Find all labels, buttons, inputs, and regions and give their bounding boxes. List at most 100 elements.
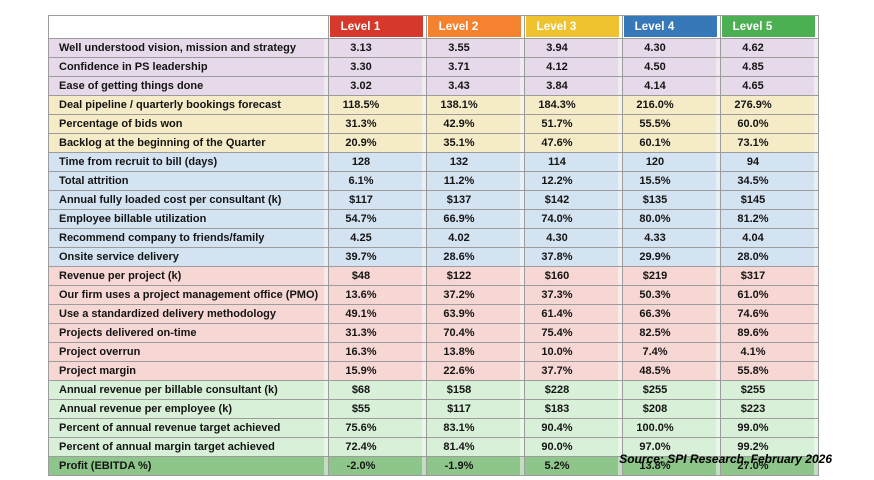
- value-cell: $183: [524, 399, 623, 419]
- table-row: Total attrition 6.1% 11.2% 12.2% 15.5% 34.5%: [48, 171, 819, 191]
- row-label-cell: Annual revenue per billable consultant (…: [48, 380, 329, 400]
- table-row: Ease of getting things done 3.02 3.43 3.84 4…: [48, 76, 819, 96]
- value-cell: 60.1%: [622, 133, 721, 153]
- value-cell: 73.1%: [720, 133, 819, 153]
- value-cell: 22.6%: [426, 361, 525, 381]
- value-cell: 50.3%: [622, 285, 721, 305]
- level-header-chip: Level 3: [526, 16, 619, 37]
- value-cell: 4.12: [524, 57, 623, 77]
- level-header-cell: Level 3: [524, 15, 623, 39]
- row-label-cell: Employee billable utilization: [48, 209, 329, 229]
- value-cell: 81.2%: [720, 209, 819, 229]
- value-cell: 216.0%: [622, 95, 721, 115]
- value-cell: $158: [426, 380, 525, 400]
- value-cell: -2.0%: [328, 456, 427, 476]
- corner-cell: [48, 15, 329, 39]
- value-cell: 3.30: [328, 57, 427, 77]
- value-cell: 48.5%: [622, 361, 721, 381]
- value-cell: $219: [622, 266, 721, 286]
- value-cell: 4.62: [720, 38, 819, 58]
- table-row: Projects delivered on-time 31.3% 70.4% 75.4…: [48, 323, 819, 343]
- value-cell: 3.71: [426, 57, 525, 77]
- value-cell: 3.43: [426, 76, 525, 96]
- value-cell: 13.8%: [622, 456, 721, 476]
- row-label-cell: Percent of annual margin target achieved: [48, 437, 329, 457]
- value-cell: 6.1%: [328, 171, 427, 191]
- value-cell: 89.6%: [720, 323, 819, 343]
- value-cell: $117: [328, 190, 427, 210]
- level-header-cell: Level 4: [622, 15, 721, 39]
- value-cell: 82.5%: [622, 323, 721, 343]
- row-label-cell: Confidence in PS leadership: [48, 57, 329, 77]
- table-row: Annual fully loaded cost per consultant …: [48, 190, 819, 210]
- value-cell: 28.6%: [426, 247, 525, 267]
- value-cell: 81.4%: [426, 437, 525, 457]
- row-label-cell: Project margin: [48, 361, 329, 381]
- value-cell: 34.5%: [720, 171, 819, 191]
- value-cell: 16.3%: [328, 342, 427, 362]
- value-cell: 4.50: [622, 57, 721, 77]
- row-label-cell: Time from recruit to bill (days): [48, 152, 329, 172]
- row-label-cell: Percent of annual revenue target achieve…: [48, 418, 329, 438]
- value-cell: $55: [328, 399, 427, 419]
- value-cell: 4.02: [426, 228, 525, 248]
- value-cell: 5.2%: [524, 456, 623, 476]
- value-cell: $317: [720, 266, 819, 286]
- value-cell: 3.84: [524, 76, 623, 96]
- value-cell: $142: [524, 190, 623, 210]
- value-cell: 47.6%: [524, 133, 623, 153]
- row-label-cell: Deal pipeline / quarterly bookings forec…: [48, 95, 329, 115]
- table-row: Use a standardized delivery methodology 4…: [48, 304, 819, 324]
- row-label-cell: Projects delivered on-time: [48, 323, 329, 343]
- value-cell: 4.25: [328, 228, 427, 248]
- value-cell: 100.0%: [622, 418, 721, 438]
- value-cell: 3.02: [328, 76, 427, 96]
- value-cell: 11.2%: [426, 171, 525, 191]
- row-label-cell: Profit (EBITDA %): [48, 456, 329, 476]
- table-row: Backlog at the beginning of the Quarter 2…: [48, 133, 819, 153]
- value-cell: 29.9%: [622, 247, 721, 267]
- value-cell: 128: [328, 152, 427, 172]
- maturity-benchmark-table: Level 1 Level 2 Level 3 Level 4 Level 5 Well…: [48, 15, 819, 476]
- table-row: Recommend company to friends/family 4.25 4…: [48, 228, 819, 248]
- value-cell: 94: [720, 152, 819, 172]
- source-note: Source: SPI Research, February 2026: [619, 452, 832, 466]
- value-cell: 55.8%: [720, 361, 819, 381]
- table-row: Percent of annual margin target achieved…: [48, 437, 819, 457]
- value-cell: 4.30: [524, 228, 623, 248]
- value-cell: 120: [622, 152, 721, 172]
- row-label-cell: Recommend company to friends/family: [48, 228, 329, 248]
- value-cell: 97.0%: [622, 437, 721, 457]
- value-cell: 138.1%: [426, 95, 525, 115]
- value-cell: 37.8%: [524, 247, 623, 267]
- value-cell: 83.1%: [426, 418, 525, 438]
- value-cell: 37.7%: [524, 361, 623, 381]
- table-row: Project margin 15.9% 22.6% 37.7% 48.5% 55.8%: [48, 361, 819, 381]
- table-row: Annual revenue per employee (k) $55 $117 $1…: [48, 399, 819, 419]
- table-row: Deal pipeline / quarterly bookings forec…: [48, 95, 819, 115]
- value-cell: 66.3%: [622, 304, 721, 324]
- value-cell: $223: [720, 399, 819, 419]
- value-cell: $117: [426, 399, 525, 419]
- row-label-cell: Use a standardized delivery methodology: [48, 304, 329, 324]
- value-cell: 132: [426, 152, 525, 172]
- value-cell: 90.0%: [524, 437, 623, 457]
- value-cell: 60.0%: [720, 114, 819, 134]
- value-cell: 276.9%: [720, 95, 819, 115]
- value-cell: 90.4%: [524, 418, 623, 438]
- value-cell: 61.0%: [720, 285, 819, 305]
- value-cell: 74.0%: [524, 209, 623, 229]
- level-header-chip: Level 4: [624, 16, 717, 37]
- value-cell: 80.0%: [622, 209, 721, 229]
- value-cell: $48: [328, 266, 427, 286]
- value-cell: $137: [426, 190, 525, 210]
- value-cell: 20.9%: [328, 133, 427, 153]
- value-cell: 4.14: [622, 76, 721, 96]
- value-cell: 15.5%: [622, 171, 721, 191]
- value-cell: 75.4%: [524, 323, 623, 343]
- value-cell: 51.7%: [524, 114, 623, 134]
- value-cell: $255: [622, 380, 721, 400]
- value-cell: 7.4%: [622, 342, 721, 362]
- value-cell: 28.0%: [720, 247, 819, 267]
- header-row: Level 1 Level 2 Level 3 Level 4 Level 5: [48, 15, 819, 39]
